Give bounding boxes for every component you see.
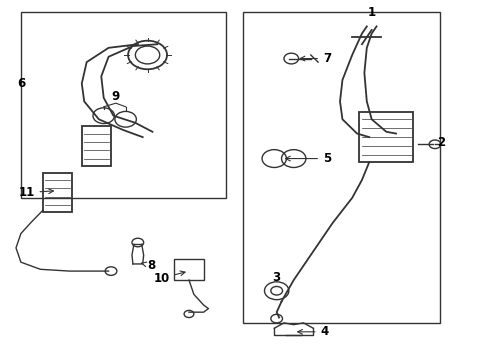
Text: 10: 10 [153, 271, 185, 285]
Text: 5: 5 [286, 152, 331, 165]
Text: 9: 9 [112, 90, 120, 103]
Text: 7: 7 [300, 52, 331, 65]
Text: 2: 2 [438, 136, 445, 149]
Text: 8: 8 [142, 259, 156, 272]
Text: 4: 4 [298, 325, 329, 338]
Text: 11: 11 [18, 186, 53, 199]
Text: 6: 6 [17, 77, 25, 90]
Text: 3: 3 [272, 271, 281, 284]
Text: 1: 1 [368, 6, 376, 19]
